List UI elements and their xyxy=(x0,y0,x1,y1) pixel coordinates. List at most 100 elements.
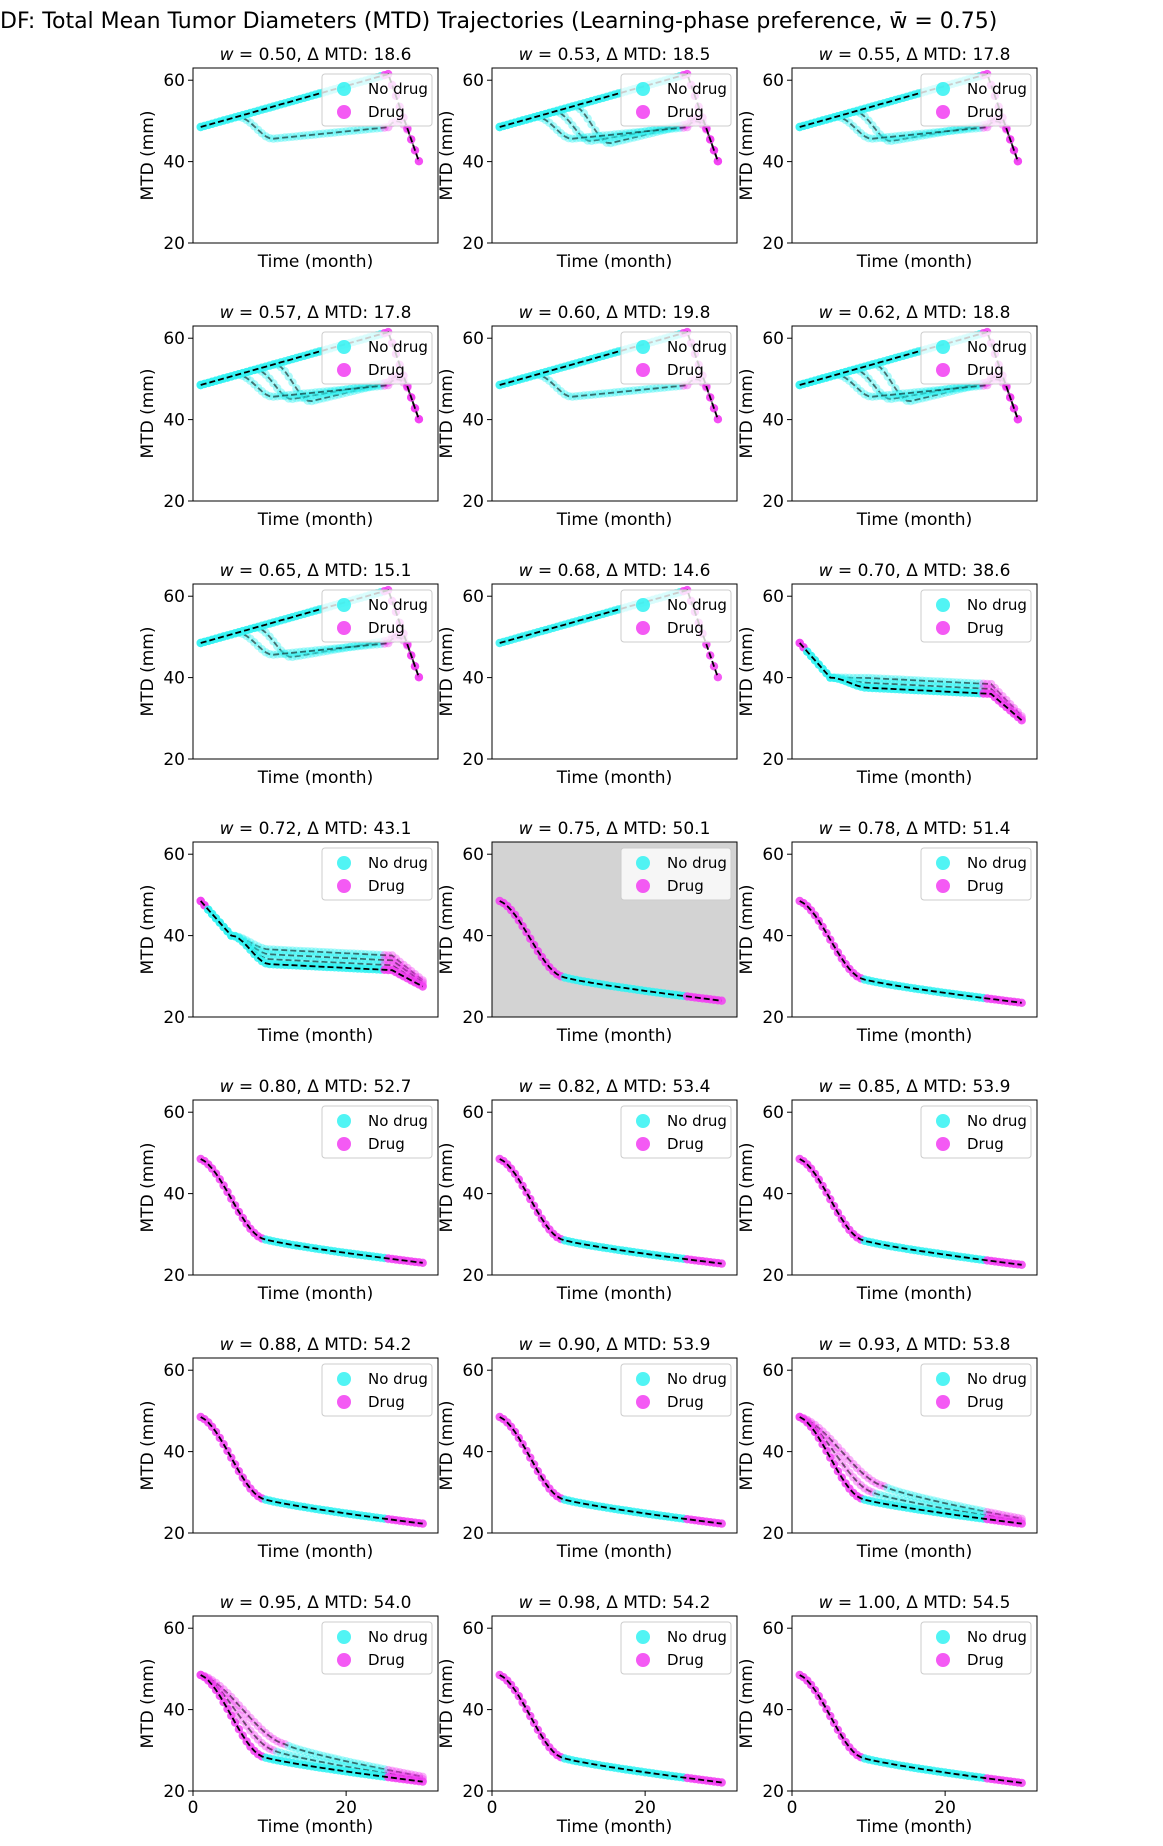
y-tick-label: 40 xyxy=(163,1185,185,1205)
no-drug-point xyxy=(292,946,301,955)
y-axis-label: MTD (mm) xyxy=(737,627,757,717)
x-axis-label: Time (month) xyxy=(556,1817,672,1837)
y-tick-label: 20 xyxy=(462,492,484,512)
figure-title: DF: Total Mean Tumor Diameters (MTD) Tra… xyxy=(0,9,998,34)
no-drug-point xyxy=(602,389,611,398)
y-axis-label: MTD (mm) xyxy=(138,1143,158,1233)
y-tick-label: 40 xyxy=(462,669,484,689)
y-tick-label: 40 xyxy=(762,153,784,173)
trajectory-line xyxy=(200,1158,423,1264)
no-drug-point xyxy=(963,1504,973,1513)
drug-point xyxy=(717,1259,726,1268)
trajectory-line xyxy=(799,1158,1022,1266)
x-axis-label: Time (month) xyxy=(257,1284,373,1304)
no-drug-point xyxy=(338,643,347,652)
y-axis-label: MTD (mm) xyxy=(437,1401,457,1491)
trajectory-line xyxy=(499,1158,722,1265)
y-axis-label: MTD (mm) xyxy=(737,369,757,459)
no-drug-point xyxy=(929,386,938,395)
x-tick-label: 0 xyxy=(487,1798,498,1818)
y-tick-label: 40 xyxy=(163,153,185,173)
y-tick-label: 20 xyxy=(462,234,484,254)
y-axis-label: MTD (mm) xyxy=(138,1401,158,1491)
no-drug-point xyxy=(265,945,274,954)
no-drug-point xyxy=(925,392,934,401)
y-axis-label: MTD (mm) xyxy=(437,369,457,459)
drug-point xyxy=(875,1480,885,1490)
no-drug-point xyxy=(353,954,362,963)
panel-frame xyxy=(491,67,738,244)
no-drug-point xyxy=(276,133,286,143)
drug-point xyxy=(380,955,389,965)
y-axis-label: MTD (mm) xyxy=(737,1659,757,1749)
no-drug-point xyxy=(372,955,381,964)
no-drug-point xyxy=(910,388,919,397)
y-tick-label: 20 xyxy=(762,1524,784,1544)
no-drug-point xyxy=(357,949,366,959)
y-axis-label: MTD (mm) xyxy=(437,627,457,717)
y-tick-label: 60 xyxy=(762,1103,784,1123)
legend-drug-label: Drug xyxy=(667,1651,704,1669)
panel-w-0.78: w = 0.78, Δ MTD: 51.4 No drug Drug 20 40 60 Ti… xyxy=(737,819,1038,1046)
y-tick-label: 60 xyxy=(462,71,484,91)
x-tick-label: 0 xyxy=(787,1798,798,1818)
legend-drug-label: Drug xyxy=(667,877,704,895)
no-drug-point xyxy=(656,125,665,135)
y-tick-label: 60 xyxy=(163,1619,185,1639)
legend-drug-marker xyxy=(936,363,950,377)
legend-drug-marker xyxy=(636,363,650,377)
no-drug-point xyxy=(273,950,282,959)
legend-drug-marker xyxy=(936,1395,950,1409)
y-tick-label: 20 xyxy=(762,1266,784,1286)
no-drug-point xyxy=(967,679,977,688)
y-axis-label: MTD (mm) xyxy=(138,369,158,459)
legend-no-drug-marker xyxy=(936,598,950,612)
y-axis-label: MTD (mm) xyxy=(138,627,158,717)
panel-title: w = 0.95, Δ MTD: 54.0 xyxy=(220,1593,412,1613)
y-tick-label: 40 xyxy=(762,1701,784,1721)
panel-frame xyxy=(192,325,439,502)
y-tick-label: 40 xyxy=(462,1443,484,1463)
legend-no-drug-label: No drug xyxy=(368,80,428,98)
legend-no-drug-label: No drug xyxy=(667,80,727,98)
legend-no-drug-label: No drug xyxy=(368,596,428,614)
x-axis-label: Time (month) xyxy=(257,252,373,272)
y-tick-label: 40 xyxy=(462,411,484,431)
no-drug-point xyxy=(575,391,585,401)
no-drug-point xyxy=(610,138,619,147)
y-axis-label: MTD (mm) xyxy=(437,885,457,975)
legend-drug-marker xyxy=(936,105,950,119)
panel-frame xyxy=(791,1099,1038,1276)
trajectory-line xyxy=(200,73,420,162)
trajectory-line xyxy=(799,1674,1022,1784)
trajectory-line xyxy=(499,331,719,420)
legend-drug-marker xyxy=(636,105,650,119)
no-drug-point xyxy=(902,389,911,398)
x-tick-label: 20 xyxy=(634,1798,656,1818)
panel-w-0.50: w = 0.50, Δ MTD: 18.6 No drug Drug 20 40 60 Ti… xyxy=(138,45,439,272)
panel-title: w = 0.85, Δ MTD: 53.9 xyxy=(819,1077,1011,1097)
no-drug-point xyxy=(875,1490,885,1500)
no-drug-point xyxy=(326,953,335,962)
legend-drug-label: Drug xyxy=(368,361,405,379)
trajectory-line xyxy=(799,642,1023,721)
panel-title: w = 0.88, Δ MTD: 54.2 xyxy=(220,1335,412,1355)
trajectory-line xyxy=(799,900,1022,1004)
no-drug-point xyxy=(357,125,366,135)
no-drug-point xyxy=(914,676,923,685)
no-drug-point xyxy=(257,943,267,953)
no-drug-point xyxy=(979,1507,988,1516)
no-drug-point xyxy=(583,133,592,142)
panel-frame xyxy=(192,583,439,760)
no-drug-point xyxy=(921,676,931,686)
legend-no-drug-label: No drug xyxy=(967,596,1027,614)
no-drug-point xyxy=(357,383,366,393)
y-tick-label: 20 xyxy=(462,1524,484,1544)
no-drug-point xyxy=(948,678,957,687)
no-drug-point xyxy=(944,1499,954,1509)
x-axis-label: Time (month) xyxy=(856,1817,972,1837)
no-drug-point xyxy=(303,131,312,140)
panel-frame xyxy=(192,1357,439,1534)
legend-drug-marker xyxy=(337,1395,351,1409)
x-axis-label: Time (month) xyxy=(257,1542,373,1562)
